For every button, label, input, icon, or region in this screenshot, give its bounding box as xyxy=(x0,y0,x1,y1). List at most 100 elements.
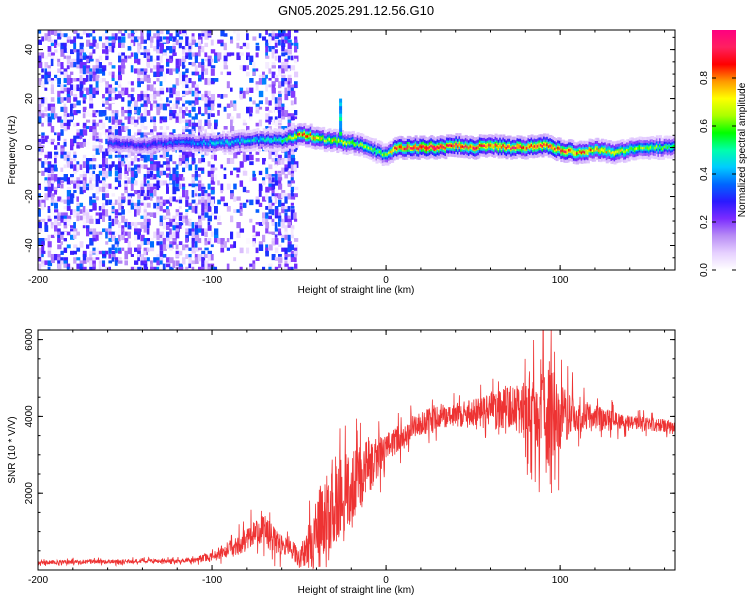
heatmap-cell xyxy=(236,222,241,229)
heatmap-cell xyxy=(111,87,116,94)
heatmap-cell xyxy=(47,36,52,42)
heatmap-ridge-cell xyxy=(210,141,214,145)
heatmap-cell xyxy=(274,49,278,54)
heatmap-cell xyxy=(95,68,100,74)
heatmap-cell xyxy=(284,260,288,267)
heatmap-cell xyxy=(47,174,52,179)
heatmap-ridge-cell xyxy=(566,150,570,153)
heatmap-cell xyxy=(278,154,282,161)
heatmap-cell xyxy=(290,122,295,127)
heatmap-cell xyxy=(98,68,103,74)
heatmap-cell xyxy=(60,87,65,93)
heatmap-cell xyxy=(252,36,257,41)
heatmap-cell xyxy=(134,190,139,195)
heatmap-cell xyxy=(98,62,102,69)
heatmap-cell xyxy=(41,135,45,139)
heatmap-cell xyxy=(287,39,292,43)
heatmap-cell xyxy=(258,74,263,78)
heatmap-ridge-cell xyxy=(115,141,119,145)
heatmap-cell xyxy=(287,90,291,96)
heatmap-cell xyxy=(143,266,149,270)
heatmap-cell xyxy=(118,250,122,254)
heatmap-cell xyxy=(201,154,205,158)
heatmap-cell xyxy=(86,231,90,237)
heatmap-cell xyxy=(105,30,108,34)
heatmap-cell xyxy=(146,170,151,177)
heatmap-cell xyxy=(274,266,279,270)
heatmap-cell xyxy=(172,36,177,42)
heatmap-cell xyxy=(73,122,78,127)
heatmap-cell xyxy=(182,113,185,119)
heatmap-cell xyxy=(60,234,65,240)
heatmap-cell xyxy=(290,151,294,158)
heatmap-ridge-cell xyxy=(673,144,675,148)
heatmap-cell xyxy=(150,116,154,122)
heatmap-cell xyxy=(278,33,282,38)
heatmap-ridge-cell xyxy=(278,138,282,141)
heatmap-ridge-cell xyxy=(289,136,293,139)
heatmap-cell xyxy=(294,238,299,242)
heatmap-cell xyxy=(207,196,212,204)
heatmap-cell xyxy=(281,228,285,234)
heatmap-cell xyxy=(236,52,241,61)
heatmap-cell xyxy=(76,84,80,89)
heatmap-ridge-cell xyxy=(339,116,343,121)
heatmap-cell xyxy=(57,263,62,270)
heatmap-cell xyxy=(57,228,61,233)
heatmap-cell xyxy=(54,142,57,145)
heatmap-ridge-cell xyxy=(287,136,291,139)
heatmap-cell xyxy=(47,68,52,73)
heatmap-cell xyxy=(287,257,292,264)
heatmap-cell xyxy=(118,151,122,158)
heatmap-cell xyxy=(191,62,196,67)
heatmap-cell xyxy=(105,158,108,165)
heatmap-cell xyxy=(140,78,144,84)
heatmap-cell xyxy=(239,266,243,270)
heatmap-cell xyxy=(204,103,209,108)
heatmap-ridge-cell xyxy=(383,153,387,156)
heatmap-cell xyxy=(191,103,195,108)
heatmap-cell xyxy=(82,94,87,100)
heatmap-cell xyxy=(137,78,142,83)
heatmap-cell xyxy=(124,167,127,174)
heatmap-cell xyxy=(294,42,299,50)
heatmap-cell xyxy=(121,180,125,186)
heatmap-cell xyxy=(76,196,79,202)
heatmap-cell xyxy=(252,234,257,238)
heatmap-cell xyxy=(204,212,209,218)
heatmap-ridge-cell xyxy=(411,147,415,150)
heatmap-cell xyxy=(194,222,199,226)
heatmap-cell xyxy=(268,164,273,170)
heatmap-cell xyxy=(44,193,49,201)
heatmap-cell xyxy=(185,161,189,169)
heatmap-cell xyxy=(114,257,119,263)
heatmap-cell xyxy=(226,52,232,57)
heatmap-cell xyxy=(249,87,254,93)
heatmap-cell xyxy=(230,126,235,133)
heatmap-cell xyxy=(82,100,86,104)
heatmap-cell xyxy=(60,177,64,181)
heatmap-cell xyxy=(265,106,270,112)
heatmap-cell xyxy=(137,190,140,193)
heatmap-cell xyxy=(153,94,157,100)
spectrogram-frame xyxy=(37,29,676,271)
heatmap-cell xyxy=(89,71,92,75)
heatmap-cell xyxy=(268,36,272,41)
heatmap-cell xyxy=(210,78,216,84)
heatmap-cell xyxy=(169,257,174,264)
heatmap-cell xyxy=(287,68,291,73)
heatmap-cell xyxy=(114,244,118,250)
heatmap-cell xyxy=(281,193,286,198)
heatmap-cell xyxy=(98,122,103,130)
heatmap-cell xyxy=(153,46,157,52)
heatmap-cell xyxy=(156,49,161,54)
heatmap-cell xyxy=(76,78,80,82)
heatmap-cell xyxy=(271,71,276,79)
heatmap-cell xyxy=(79,49,85,53)
heatmap-cell xyxy=(70,106,73,115)
heatmap-cell xyxy=(95,135,99,139)
heatmap-cell xyxy=(162,55,168,60)
heatmap-cell xyxy=(118,116,123,121)
heatmap-cell xyxy=(150,193,154,198)
heatmap-cell xyxy=(290,196,296,200)
